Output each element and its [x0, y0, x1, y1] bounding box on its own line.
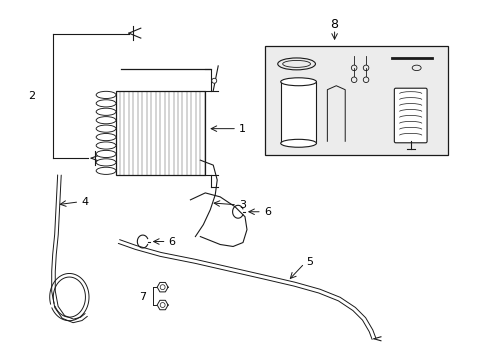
- Bar: [116, 91, 205, 175]
- Bar: [264, 46, 447, 155]
- Circle shape: [351, 77, 356, 82]
- Text: 3: 3: [239, 200, 245, 210]
- Ellipse shape: [96, 134, 116, 141]
- Ellipse shape: [411, 65, 420, 71]
- Ellipse shape: [96, 117, 116, 124]
- Circle shape: [363, 77, 368, 82]
- Text: 2: 2: [28, 91, 35, 101]
- Circle shape: [351, 65, 356, 71]
- Text: 6: 6: [168, 237, 175, 247]
- Text: 7: 7: [139, 292, 146, 302]
- Circle shape: [363, 65, 368, 71]
- Ellipse shape: [96, 100, 116, 107]
- Ellipse shape: [96, 150, 116, 158]
- Ellipse shape: [277, 58, 315, 70]
- FancyBboxPatch shape: [393, 88, 426, 143]
- Ellipse shape: [280, 139, 316, 147]
- Ellipse shape: [96, 167, 116, 174]
- Text: 1: 1: [239, 123, 245, 134]
- Text: 4: 4: [81, 197, 88, 207]
- Ellipse shape: [96, 142, 116, 149]
- Text: 6: 6: [264, 207, 270, 217]
- Circle shape: [211, 78, 216, 83]
- Ellipse shape: [280, 78, 316, 86]
- Circle shape: [160, 302, 165, 307]
- Ellipse shape: [96, 159, 116, 166]
- Circle shape: [160, 285, 165, 290]
- Text: 8: 8: [330, 18, 338, 31]
- Ellipse shape: [96, 108, 116, 115]
- Bar: [116, 91, 205, 175]
- Text: 5: 5: [306, 257, 313, 267]
- Ellipse shape: [96, 125, 116, 132]
- Ellipse shape: [282, 60, 310, 67]
- Bar: [280, 82, 316, 143]
- Ellipse shape: [96, 91, 116, 99]
